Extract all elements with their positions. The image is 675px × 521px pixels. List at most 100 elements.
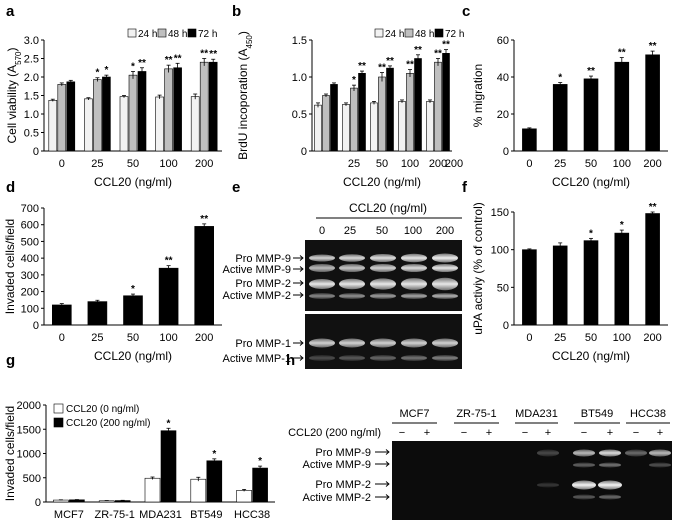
- gel-band: [599, 449, 621, 457]
- gel-band: [598, 480, 622, 490]
- chart-b-xlabel: CCL20 (ng/ml): [343, 175, 421, 189]
- chart-d-ytick-label: 500: [21, 236, 39, 248]
- chart-f-xlabel: CCL20 (ng/ml): [552, 349, 630, 363]
- chart-a-ytick-label: 2.0: [24, 72, 39, 84]
- chart-d-ytick-label: 600: [21, 220, 39, 232]
- chart-f-bar: [552, 245, 568, 326]
- chart-f-significance: **: [649, 202, 657, 213]
- chart-d-bar: [158, 267, 179, 326]
- gel-h-header: MCF7 − + ZR-75-1 − + MDA231 − + BT549 − + HCC38 − +: [392, 408, 670, 439]
- gel-e-arrows: [293, 255, 304, 361]
- chart-a-legend-label: 24 h: [138, 29, 157, 40]
- chart-b-bar: [386, 67, 394, 152]
- chart-a-xlabel: CCL20 (ng/ml): [94, 175, 172, 189]
- gel-e-label-active-mmp1: Active MMP-1: [223, 353, 291, 365]
- gel-e-label-pro-mmp2: Pro MMP-2: [235, 278, 291, 290]
- chart-b-legend-swatch: [374, 28, 384, 38]
- chart-b-bar: [378, 76, 386, 152]
- chart-b-ytick-label: 1.0: [292, 72, 307, 84]
- chart-g-legend-swatch: [53, 403, 64, 414]
- chart-g-xtick-label: BT549: [190, 509, 222, 521]
- chart-b-xtick-label: 200: [445, 158, 463, 170]
- chart-a-bar: [190, 96, 200, 152]
- chart-a-bar: [128, 74, 138, 152]
- gel-band: [370, 254, 396, 262]
- chart-g-xtick-label: MCF7: [54, 509, 84, 521]
- gel-band: [573, 449, 595, 457]
- chart-a-significance: **: [174, 53, 182, 64]
- chart-a-legend-swatch: [157, 28, 167, 38]
- chart-f-xtick-label: 25: [554, 332, 566, 344]
- chart-d-xtick-label: 100: [159, 332, 177, 344]
- chart-g-ytick-label: 2000: [17, 400, 41, 412]
- gel-band: [309, 279, 335, 289]
- gel-band: [309, 264, 335, 272]
- chart-a-significance: **: [165, 55, 173, 66]
- gel-band: [309, 293, 335, 299]
- chart-a-bar: [66, 81, 76, 152]
- gel-h-cell-line: HCC38: [630, 408, 666, 420]
- chart-a-xtick-label: 25: [91, 158, 103, 170]
- chart-a-bar: [155, 96, 164, 152]
- chart-a-legend-swatch: [127, 28, 137, 38]
- chart-g-significance: *: [212, 449, 216, 460]
- gel-h-minus: −: [399, 427, 405, 439]
- chart-a-bar: [84, 98, 93, 152]
- chart-a-significance: **: [209, 49, 217, 60]
- chart-b-bar: [350, 87, 358, 152]
- chart-a-xtick-label: 200: [195, 158, 213, 170]
- gel-band: [432, 253, 458, 263]
- chart-c-ytick-label: 0: [503, 146, 509, 158]
- chart-g-bar: [206, 460, 223, 503]
- chart-f-ytick-label: 50: [497, 282, 509, 294]
- gel-h-arrows: [375, 449, 390, 500]
- gel-band: [572, 480, 596, 490]
- gel-band: [537, 482, 559, 488]
- chart-f-bar: [583, 240, 599, 326]
- gel-band: [649, 449, 671, 457]
- chart-f-xtick-label: 200: [643, 332, 661, 344]
- chart-c-significance: **: [587, 66, 595, 77]
- chart-b-ytick-label: 0.5: [292, 109, 307, 121]
- chart-a-bar: [93, 79, 102, 152]
- gel-band: [309, 254, 335, 262]
- chart-b-significance: **: [378, 63, 386, 74]
- chart-g-bar: [190, 478, 207, 503]
- chart-f-bar: [645, 213, 660, 326]
- chart-g-bar: [160, 430, 177, 503]
- gel-band: [432, 355, 458, 361]
- chart-c-bar: [645, 54, 660, 152]
- chart-f-ytick-label: 100: [491, 245, 509, 257]
- chart-a-xtick-label: 100: [159, 158, 177, 170]
- chart-c-ytick-label: 40: [497, 72, 509, 84]
- gel-band: [649, 462, 671, 468]
- gel-band: [309, 355, 335, 361]
- chart-c-ytick-label: 60: [497, 35, 509, 47]
- chart-c-xtick-label: 0: [526, 158, 532, 170]
- chart-a-bar: [119, 96, 129, 152]
- chart-b-bar: [442, 53, 450, 152]
- chart-b-bar: [330, 84, 338, 152]
- gel-band: [401, 264, 427, 272]
- chart-a-bar: [57, 84, 67, 152]
- chart-g-ytick-label: 0: [35, 497, 41, 509]
- gel-band: [401, 355, 427, 361]
- chart-b-legend-label: 48 h: [415, 29, 434, 40]
- panel-e-letter: e: [232, 179, 240, 196]
- chart-d-ytick-label: 200: [21, 287, 39, 299]
- gel-e-lane-2: 50: [376, 225, 388, 237]
- gel-band: [401, 253, 427, 263]
- chart-b-significance: **: [358, 61, 366, 72]
- chart-b-significance: **: [406, 60, 414, 71]
- chart-c-bar: [522, 128, 537, 152]
- chart-d-bar: [123, 295, 143, 326]
- chart-b-xtick-label: 25: [348, 158, 360, 170]
- gel-h-cell-line: ZR-75-1: [456, 408, 496, 420]
- chart-b-legend-label: 72 h: [445, 29, 464, 40]
- gel-band: [401, 338, 427, 348]
- gel-band: [370, 278, 396, 290]
- gel-h-label-pro-mmp9: Pro MMP-9: [315, 447, 371, 459]
- chart-c-bar: [583, 78, 599, 152]
